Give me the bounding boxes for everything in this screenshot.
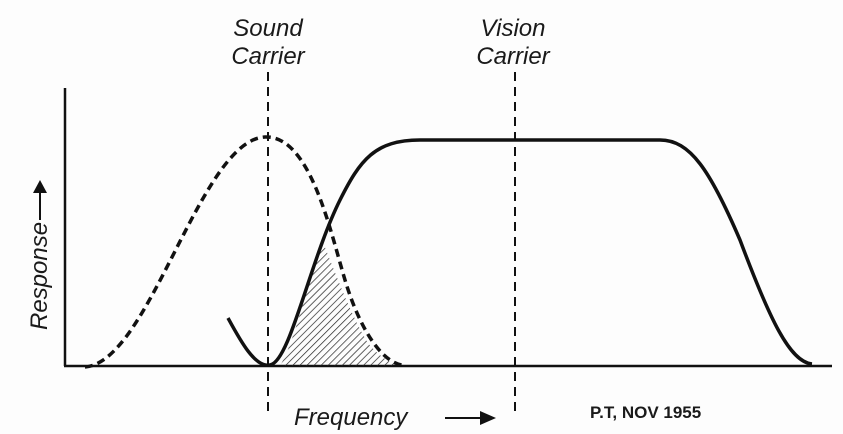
vision-carrier-label: Vision [481,15,546,42]
sound-carrier-label: Sound [233,15,303,42]
x-axis-label: Frequency [294,404,409,431]
y-axis-label: Response [26,222,53,330]
vision-response-curve [226,138,813,367]
sound-carrier-label: Carrier [231,43,305,70]
credit: P.T, NOV 1955 [590,403,701,422]
overlap-hatch [280,240,400,366]
sound-response-curve [84,135,403,369]
x-axis-arrow [445,411,496,425]
y-axis-arrow [33,180,47,220]
vision-carrier-label: Carrier [476,43,550,70]
